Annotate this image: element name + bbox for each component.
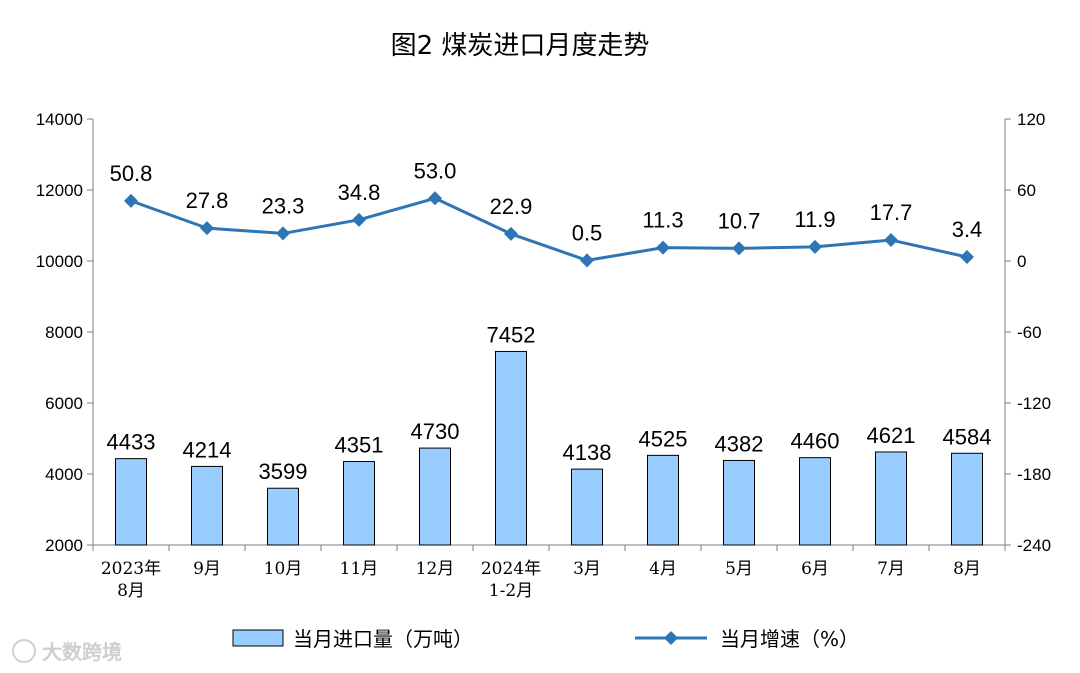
bar: [115, 458, 147, 546]
line-data-label: 22.9: [490, 194, 533, 219]
legend-bar-label: 当月进口量（万吨）: [293, 627, 473, 651]
bar-data-label: 4382: [715, 431, 764, 456]
line-point: [884, 233, 898, 248]
plot-area: 2000 4000 6000 8000 10000 12000 14000 -240 -180 -…: [36, 110, 1051, 601]
line-data-label: 27.8: [186, 188, 229, 213]
y-left-tick-label: 8000: [45, 323, 83, 342]
x-tick-label: 2024年 1-2月: [481, 559, 541, 601]
bar-data-label: 4433: [107, 430, 156, 455]
x-tick-label: 3月: [573, 559, 601, 579]
bar: [267, 487, 299, 546]
x-tick-label: 5月: [725, 559, 753, 579]
line-point: [124, 193, 138, 208]
x-tick-label: 9月: [193, 559, 221, 579]
growth-line: [130, 196, 968, 262]
bar-data-label: 4138: [563, 440, 612, 465]
x-tick-label: 2023年 8月: [101, 559, 161, 601]
watermark: 大数跨境: [12, 639, 122, 664]
bar: [495, 350, 527, 546]
y-right-tick-label: -60: [1017, 323, 1042, 342]
x-tick-label: 10月: [264, 559, 303, 579]
y-right-tick-label: 120: [1017, 110, 1045, 129]
bar: [723, 459, 755, 546]
y-right-tick-label: -120: [1017, 394, 1051, 413]
bar: [951, 452, 983, 546]
watermark-logo-icon: [12, 639, 36, 663]
bar-data-label: 4214: [183, 437, 232, 462]
line-point: [580, 253, 594, 268]
line-point: [428, 191, 442, 206]
line-point: [960, 249, 974, 264]
bar: [799, 457, 831, 546]
line-data-label: 23.3: [262, 193, 305, 218]
x-tick-label: 8月: [953, 559, 981, 579]
line-data-label: 53.0: [414, 158, 457, 183]
x-tick-label: 7月: [877, 559, 905, 579]
line-data-label: 50.8: [110, 161, 153, 186]
line-data-label: 11.9: [794, 207, 835, 232]
y-right-tick-label: -180: [1017, 465, 1051, 484]
line-data-label: 0.5: [572, 220, 603, 245]
y-left-tick-label: 10000: [36, 252, 83, 271]
y-left-tick-label: 2000: [45, 536, 83, 555]
watermark-text: 大数跨境: [42, 640, 122, 664]
line-data-label: 34.8: [338, 180, 381, 205]
y-right-tick-label: 60: [1017, 181, 1036, 200]
bar-data-label: 3599: [259, 459, 308, 484]
y-left-tick-label: 12000: [36, 181, 83, 200]
line-point: [656, 240, 670, 255]
line-data-label: 11.3: [642, 208, 683, 233]
y-left-tick-label: 14000: [36, 110, 83, 129]
y-right-tick-label: 0: [1017, 252, 1026, 271]
x-tick-label: 4月: [649, 559, 677, 579]
y-left-tick-label: 6000: [45, 394, 83, 413]
line-data-label: 10.7: [718, 208, 761, 233]
y-left-tick-label: 4000: [45, 465, 83, 484]
x-tick-label: 12月: [416, 559, 455, 579]
bar: [343, 461, 375, 546]
line-data-label: 17.7: [870, 200, 913, 225]
x-tick-label: 11月: [340, 559, 379, 579]
line-point: [200, 221, 214, 236]
bar-data-label: 4730: [411, 419, 460, 444]
legend: 当月进口量（万吨） 当月增速（%）: [232, 627, 859, 651]
chart-title: 图2 煤炭进口月度走势: [391, 31, 650, 61]
bar-data-label: 4584: [943, 424, 992, 449]
bar: [571, 468, 603, 546]
bar-data-label: 4460: [791, 429, 840, 454]
line-point: [352, 212, 366, 227]
bar: [875, 451, 907, 546]
legend-line-marker: [664, 631, 678, 645]
line-point: [504, 226, 518, 241]
bar-data-label: 7452: [487, 322, 536, 347]
bar: [647, 454, 679, 546]
line-point: [732, 241, 746, 256]
line-data-label: 3.4: [952, 217, 983, 242]
bar-data-label: 4351: [335, 433, 384, 458]
legend-line-label: 当月增速（%）: [720, 627, 859, 651]
legend-bar-swatch: [232, 629, 284, 647]
line-point: [276, 226, 290, 241]
y-right-tick-label: -240: [1017, 536, 1051, 555]
bar: [419, 447, 451, 546]
bar: [191, 465, 223, 546]
x-tick-label: 6月: [801, 559, 829, 579]
bar-data-label: 4621: [867, 423, 916, 448]
bar-data-label: 4525: [639, 426, 688, 451]
line-point: [808, 239, 822, 254]
